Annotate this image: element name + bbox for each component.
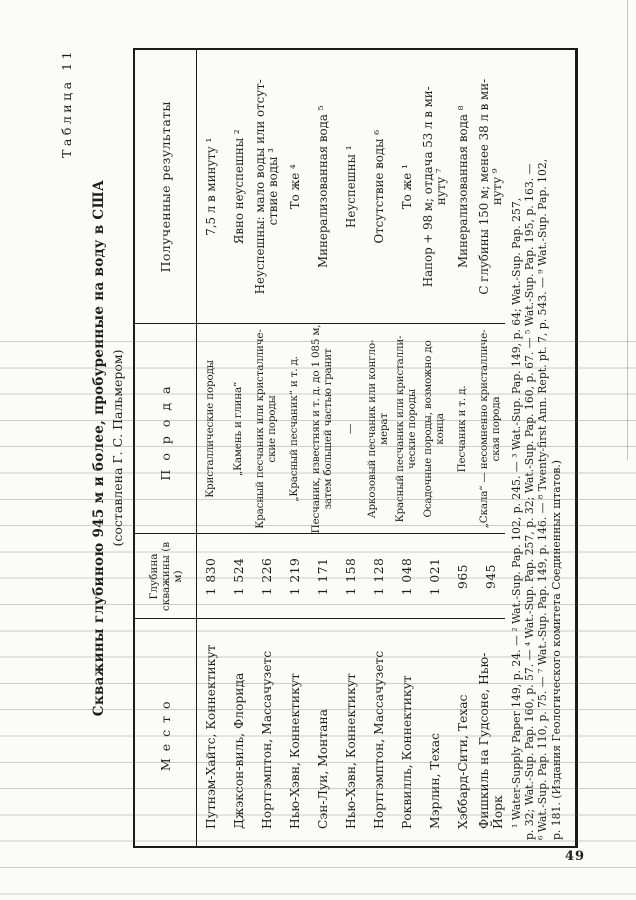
cell-result: Явно неуспешны ² (225, 50, 253, 324)
cell-depth: 1 048 (393, 534, 421, 619)
cell-rock: Красный песчаник или кристалличе- ские п… (253, 324, 281, 534)
footnote-line: ¹ Water-Supply Paper 149, p. 24. — ² Wat… (510, 197, 523, 828)
cell-rock: Песчаник и т. д. (449, 324, 477, 534)
table-row: Нью-Хэвн, Коннектикут 1 219 „Красный песча… (281, 50, 309, 846)
cell-place: Фишкиль на Гудсоне, Нью-Йорк (477, 652, 505, 829)
cell-depth: 1 021 (421, 534, 449, 619)
cell-place: Нортгэмптон, Массачузетс (372, 650, 386, 829)
cell-rock: Песчаник, известняк и т. д. до 1 085 м, … (309, 324, 337, 534)
page-number: 49 (565, 849, 586, 864)
table-row: Джэксон-виль, Флорида 1 524 „Камень и глин… (225, 50, 253, 846)
rotated-table-block: Таблица 11 Скважины глубиною 945 м и бол… (58, 48, 578, 848)
column-header-place: Место (135, 619, 197, 846)
column-header-result: Полученные результаты (135, 50, 197, 324)
cell-rock: „Скала“ — несомненно кристалличе- ская п… (477, 324, 505, 534)
cell-depth: 1 171 (309, 534, 337, 619)
column-header-rock: Порода (135, 324, 197, 534)
table-row: Мэрлин, Техас 1 021 Осадочные породы, возм… (421, 50, 449, 846)
cell-rock: Кристаллические породы (196, 324, 225, 534)
cell-depth: 965 (449, 534, 477, 619)
table-row: Хэббард-Сити, Техас 965 Песчаник и т. д. Ми… (449, 50, 477, 846)
cell-result: Неуспешны: мало воды или отсут- ствие во… (253, 50, 281, 324)
table-frame: Место Глубина скважины (в м) Порода Полу… (133, 48, 578, 848)
cell-result: Напор + 98 м; отдача 53 л в ми- нуту ⁷ (421, 50, 449, 324)
table-label: Таблица 11 (59, 48, 74, 158)
cell-depth: 1 158 (337, 534, 365, 619)
cell-result: 7,5 л в минуту ¹ (196, 50, 225, 324)
table-body: Путнэм-Хайтс, Коннектикут 1 830 Кристаллич… (196, 50, 505, 846)
table-title: Скважины глубиною 945 м и более, пробуре… (91, 179, 107, 717)
cell-depth: 1 128 (365, 534, 393, 619)
cell-depth: 1 524 (225, 534, 253, 619)
cell-result: Отсутствие воды ⁶ (365, 50, 393, 324)
cell-rock: — (337, 324, 365, 534)
cell-result: Неуспешны ¹ (337, 50, 365, 324)
cell-place: Путнэм-Хайтс, Коннектикут (204, 644, 218, 829)
cell-rock: Осадочные породы, возможно до конца (421, 324, 449, 534)
cell-rock: „Красный песчаник“ и т. д. (281, 324, 309, 534)
cell-place: Нортгэмптон, Массачузетс (260, 650, 274, 829)
footnote-line: p. 32; Wat.-Sup. Pap. 160, p. 57. — ⁴ Wa… (523, 163, 537, 840)
cell-result: С глубины 150 м; менее 38 л в ми- нуту ⁹ (477, 50, 505, 324)
cell-result: То же ⁴ (281, 50, 309, 324)
cell-depth: 1 226 (253, 534, 281, 619)
cell-result: Минерализованная вода ⁵ (309, 50, 337, 324)
cell-depth: 1 830 (196, 534, 225, 619)
cell-rock: Красный песчаник или кристалли- ческие п… (393, 324, 421, 534)
cell-place: Роквилль, Коннектикут (400, 675, 414, 829)
scan-edge-line (627, 0, 628, 460)
cell-depth: 1 219 (281, 534, 309, 619)
column-header-depth: Глубина скважины (в м) (135, 534, 197, 619)
cell-rock: Аркозовый песчаник или конгло- мерат (365, 324, 393, 534)
data-table: Место Глубина скважины (в м) Порода Полу… (135, 50, 505, 846)
cell-result: Минерализованная вода ⁸ (449, 50, 477, 324)
table-row: Фишкиль на Гудсоне, Нью-Йорк 945 „Скала“ —… (477, 50, 505, 846)
cell-depth: 945 (477, 534, 505, 619)
cell-place: Джэксон-виль, Флорида (232, 672, 246, 829)
cell-place: Хэббард-Сити, Техас (456, 694, 470, 829)
cell-result: То же ¹ (393, 50, 421, 324)
header-row: Место Глубина скважины (в м) Порода Полу… (135, 50, 197, 846)
table-row: Нью-Хэвн, Коннектикут 1 158— Неуспешны ¹ (337, 50, 365, 846)
footnotes: ¹ Water-Supply Paper 149, p. 24. — ² Wat… (510, 54, 563, 840)
cell-place: Нью-Хэвн, Коннектикут (344, 673, 358, 829)
table-row: Сэн-Луи, Монтана 1 171 Песчаник, известняк… (309, 50, 337, 846)
cell-place: Сэн-Луи, Монтана (316, 708, 330, 829)
table-subtitle: (составлена Г. С. Пальмером) (110, 349, 125, 547)
cell-place: Нью-Хэвн, Коннектикут (288, 673, 302, 829)
table-row: Нортгэмптон, Массачузетс 1 128 Аркозовый п… (365, 50, 393, 846)
table-row: Путнэм-Хайтс, Коннектикут 1 830 Кристаллич… (196, 50, 225, 846)
cell-place: Мэрлин, Техас (428, 732, 442, 829)
table-row: Нортгэмптон, Массачузетс 1 226 Красный пес… (253, 50, 281, 846)
cell-rock: „Камень и глина“ (225, 324, 253, 534)
table-row: Роквилль, Коннектикут 1 048 Красный песчан… (393, 50, 421, 846)
footnote-line: p. 181. (Издания Геологического комитета… (549, 460, 563, 840)
footnote-line: ⁶ Wat.-Sup. Pap. 110, p. 75. — ⁷ Wat.-Su… (536, 158, 550, 840)
